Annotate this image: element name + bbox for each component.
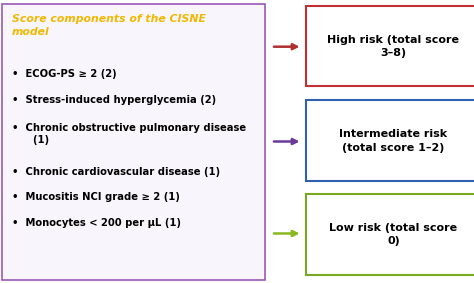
Text: •  Stress-induced hyperglycemia (2): • Stress-induced hyperglycemia (2) <box>12 95 216 105</box>
FancyBboxPatch shape <box>306 194 474 275</box>
Text: High risk (total score
3–8): High risk (total score 3–8) <box>328 35 459 58</box>
Text: Low risk (total score
0): Low risk (total score 0) <box>329 223 457 246</box>
Text: Score components of the CISNE
model: Score components of the CISNE model <box>12 14 206 37</box>
FancyBboxPatch shape <box>306 100 474 181</box>
Text: •  Mucositis NCI grade ≥ 2 (1): • Mucositis NCI grade ≥ 2 (1) <box>12 192 180 202</box>
Text: •  Monocytes < 200 per μL (1): • Monocytes < 200 per μL (1) <box>12 218 181 228</box>
Text: •  Chronic obstructive pulmonary disease
      (1): • Chronic obstructive pulmonary disease … <box>12 123 246 145</box>
Text: •  Chronic cardiovascular disease (1): • Chronic cardiovascular disease (1) <box>12 167 220 177</box>
Text: •  ECOG-PS ≥ 2 (2): • ECOG-PS ≥ 2 (2) <box>12 69 117 79</box>
FancyBboxPatch shape <box>2 4 265 280</box>
Text: Intermediate risk
(total score 1–2): Intermediate risk (total score 1–2) <box>339 129 447 153</box>
FancyBboxPatch shape <box>306 6 474 86</box>
